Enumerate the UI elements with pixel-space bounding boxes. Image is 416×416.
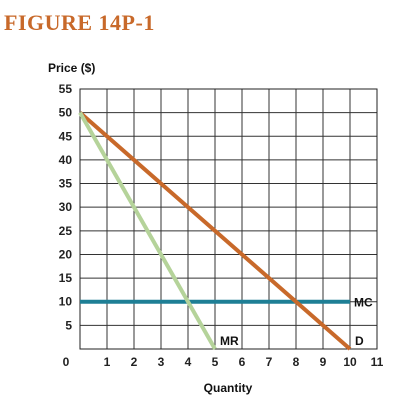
y-tick-label-45: 45 [59, 129, 73, 143]
y-tick-label-5: 5 [65, 318, 72, 332]
series-label-d: D [355, 334, 364, 348]
y-tick-label-40: 40 [59, 153, 73, 167]
series-label-mc: MC [354, 296, 373, 310]
series-lines [78, 111, 352, 351]
y-axis-title: Price ($) [48, 61, 95, 75]
y-tick-label-55: 55 [59, 82, 73, 96]
y-tick-label-25: 25 [59, 224, 73, 238]
x-tick-label-5: 5 [212, 355, 219, 369]
x-tick-labels: 0 1 2 3 4 5 6 7 8 9 10 11 [63, 355, 384, 369]
y-tick-label-30: 30 [59, 200, 73, 214]
gridlines [80, 89, 377, 349]
y-tick-labels: 5 10 15 20 25 30 35 40 45 50 55 [59, 82, 73, 332]
y-tick-label-15: 15 [59, 271, 73, 285]
x-tick-label-9: 9 [320, 355, 327, 369]
x-tick-label-0: 0 [63, 355, 70, 369]
y-tick-label-20: 20 [59, 247, 73, 261]
plot-frame [79, 88, 378, 350]
x-tick-label-8: 8 [293, 355, 300, 369]
x-tick-label-1: 1 [104, 355, 111, 369]
x-tick-label-11: 11 [371, 355, 384, 369]
x-axis-title: Quantity [204, 381, 253, 395]
series-labels: D MR MC [220, 296, 373, 348]
x-tick-label-6: 6 [239, 355, 246, 369]
figure-title: FIGURE 14P-1 [4, 10, 155, 35]
x-tick-label-2: 2 [131, 355, 138, 369]
series-line-d [78, 111, 352, 351]
series-label-mr: MR [220, 334, 239, 348]
y-tick-label-10: 10 [59, 295, 73, 309]
x-tick-label-7: 7 [266, 355, 273, 369]
x-tick-label-3: 3 [158, 355, 165, 369]
y-tick-label-35: 35 [59, 177, 73, 191]
x-tick-label-4: 4 [185, 355, 192, 369]
x-tick-label-10: 10 [343, 355, 357, 369]
plot-background [80, 89, 377, 349]
y-tick-label-50: 50 [59, 106, 73, 120]
series-line-mr [78, 111, 217, 350]
